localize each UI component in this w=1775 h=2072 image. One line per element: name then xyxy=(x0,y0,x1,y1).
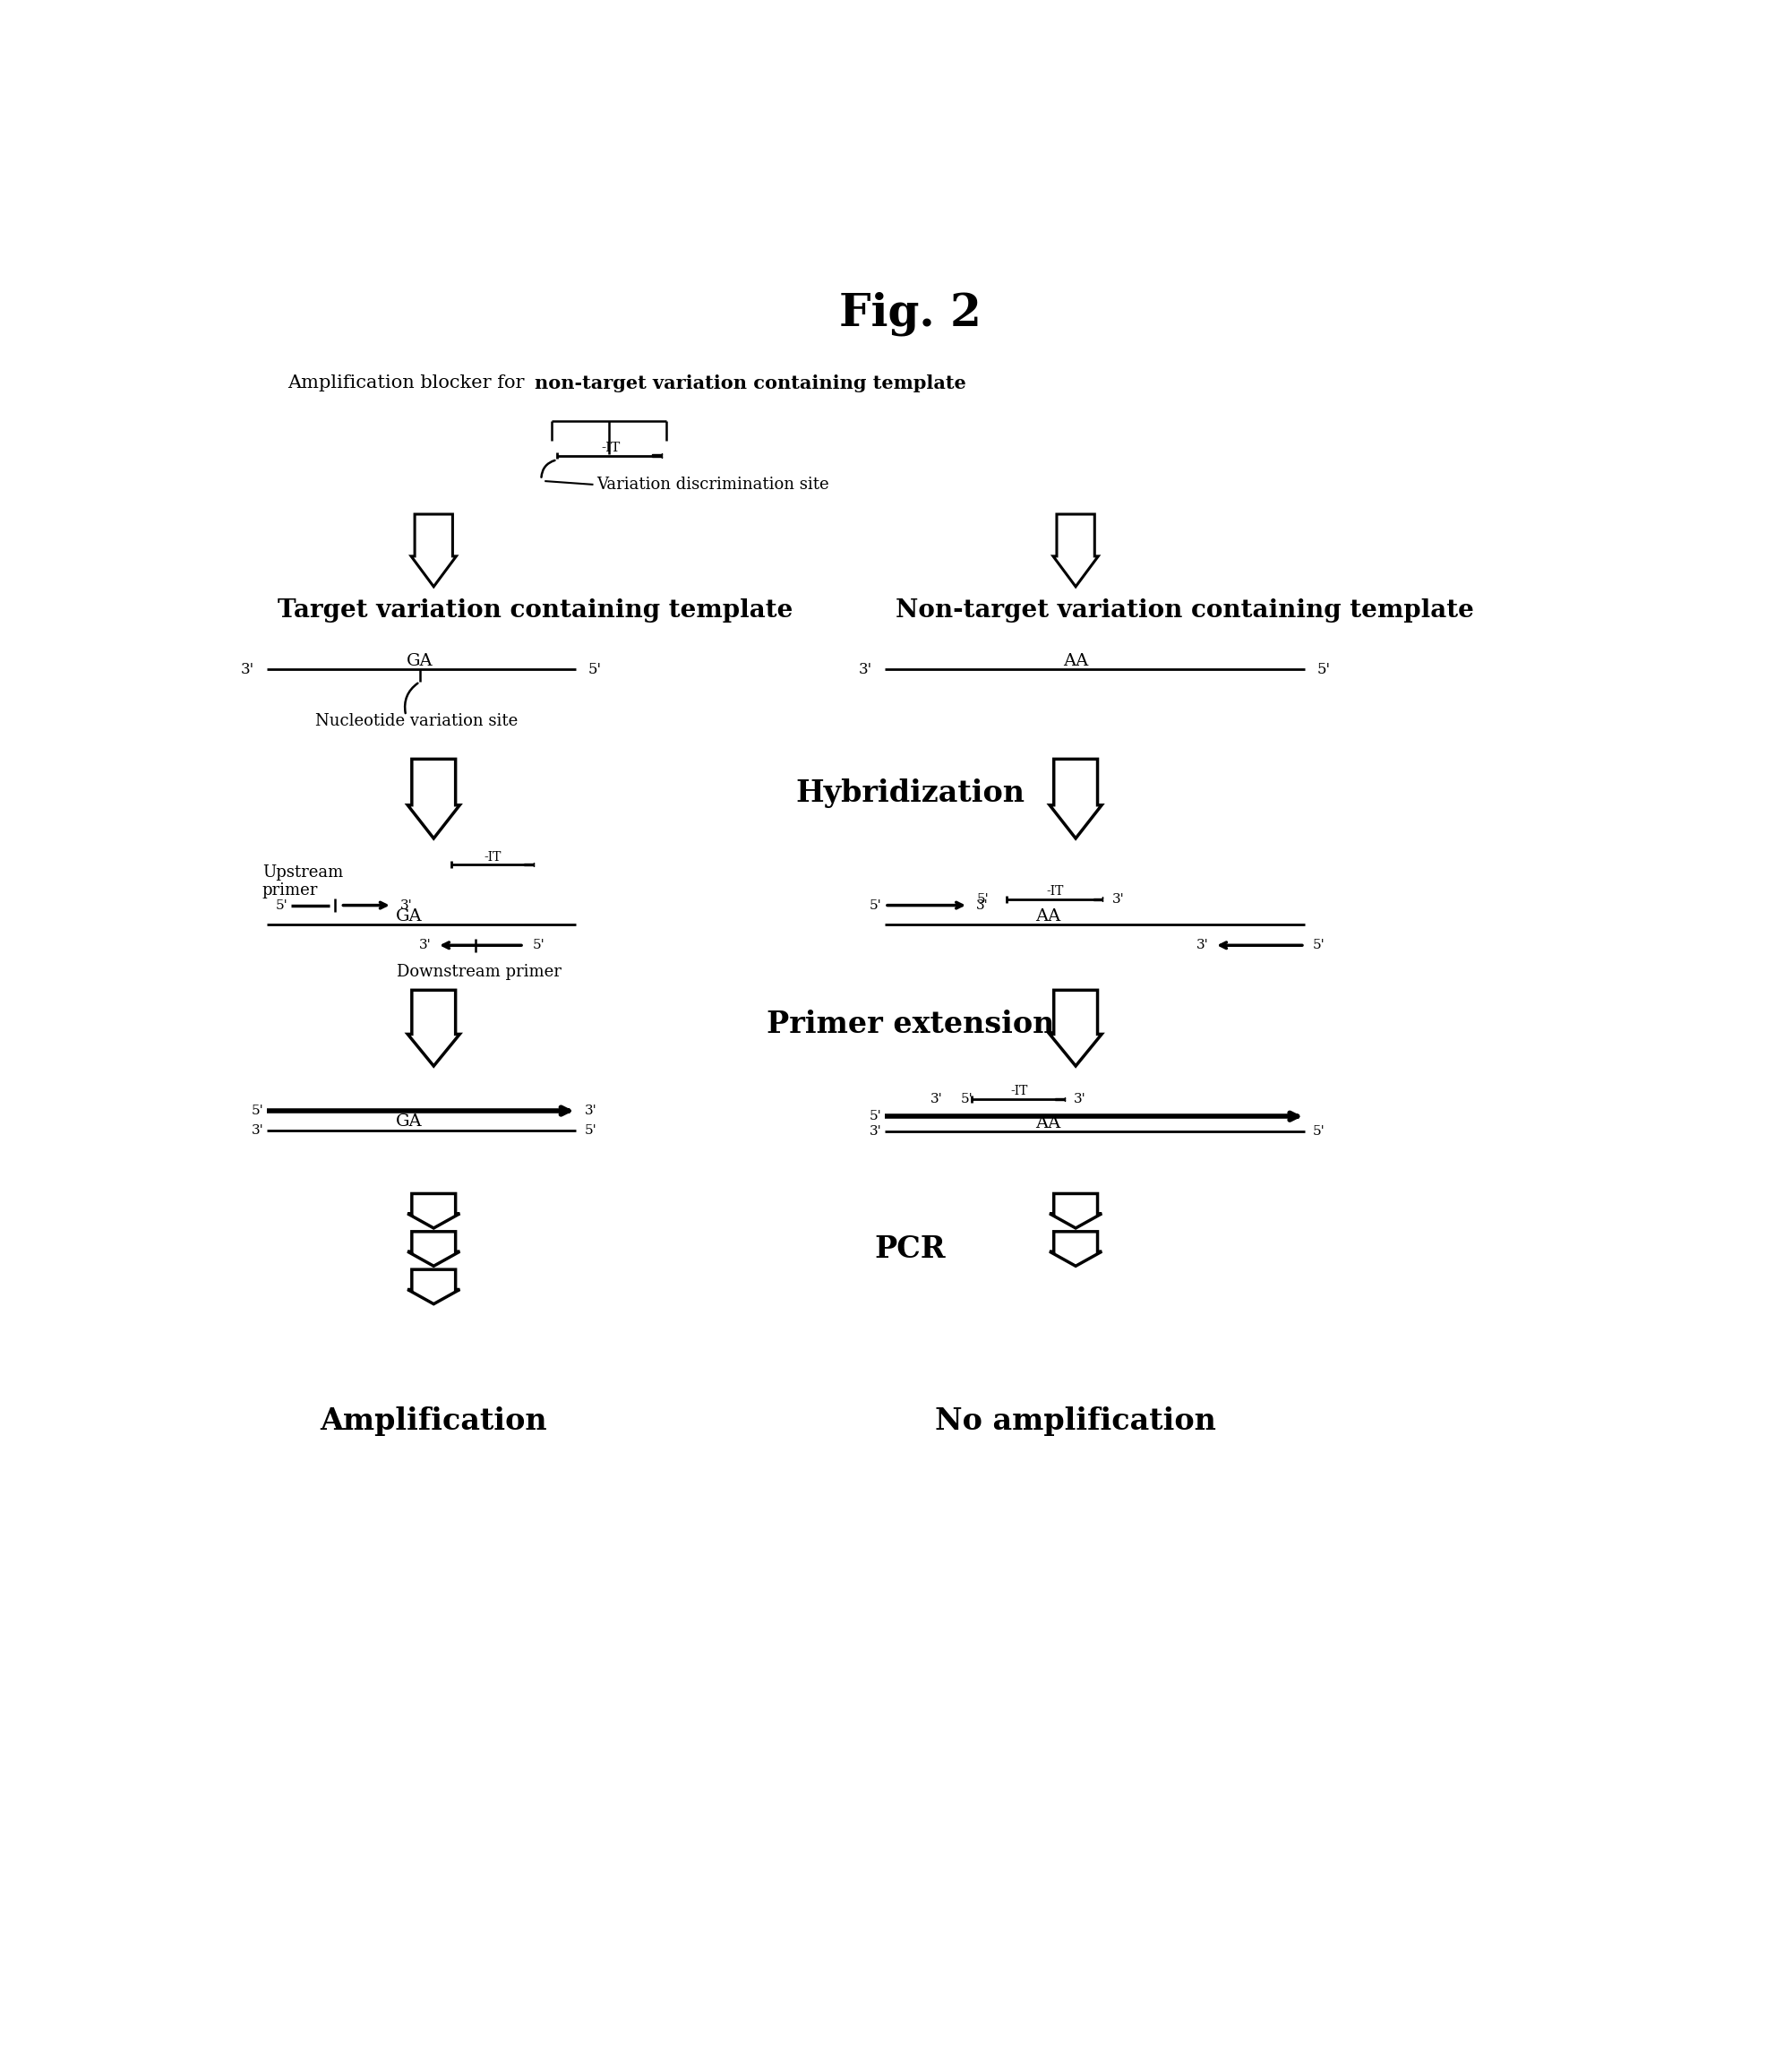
Text: 3': 3' xyxy=(241,661,254,678)
Text: 3': 3' xyxy=(399,899,412,912)
Text: 5': 5' xyxy=(532,939,545,951)
Text: 3': 3' xyxy=(976,899,989,912)
Polygon shape xyxy=(1049,758,1100,839)
Text: 3': 3' xyxy=(868,1125,880,1138)
Text: 5': 5' xyxy=(868,1111,880,1123)
Text: Amplification: Amplification xyxy=(320,1407,547,1436)
Polygon shape xyxy=(408,990,460,1065)
Polygon shape xyxy=(1053,514,1097,586)
Text: 5': 5' xyxy=(1317,661,1329,678)
Polygon shape xyxy=(408,1270,460,1303)
Text: 3': 3' xyxy=(419,939,431,951)
Text: 5': 5' xyxy=(868,899,880,912)
Text: 3': 3' xyxy=(859,661,872,678)
Text: -IT: -IT xyxy=(1010,1086,1028,1098)
Text: 3': 3' xyxy=(1074,1092,1085,1104)
FancyArrow shape xyxy=(1054,1096,1063,1100)
Text: 5': 5' xyxy=(1312,1125,1324,1138)
Text: 3': 3' xyxy=(252,1123,263,1135)
Text: GA: GA xyxy=(396,1115,422,1129)
Text: Primer extension: Primer extension xyxy=(767,1009,1054,1040)
Text: AA: AA xyxy=(1035,908,1060,924)
Text: primer: primer xyxy=(263,883,318,897)
Text: Variation discrimination site: Variation discrimination site xyxy=(596,477,829,493)
Text: GA: GA xyxy=(396,908,422,924)
Text: 3': 3' xyxy=(1111,893,1124,905)
Polygon shape xyxy=(1049,1231,1100,1266)
Text: -IT: -IT xyxy=(1045,885,1063,897)
Text: AA: AA xyxy=(1063,653,1088,669)
Text: Amplification blocker for non-target variation containing template: Amplification blocker for non-target var… xyxy=(288,375,918,392)
Text: No amplification: No amplification xyxy=(935,1407,1216,1436)
Text: Nucleotide variation site: Nucleotide variation site xyxy=(316,713,518,729)
Text: 5': 5' xyxy=(960,1092,973,1104)
Text: 3': 3' xyxy=(584,1104,596,1117)
Text: AA: AA xyxy=(1035,1115,1060,1131)
Text: Amplification blocker for: Amplification blocker for xyxy=(288,375,531,392)
Text: non-target variation containing template: non-target variation containing template xyxy=(534,375,966,392)
Polygon shape xyxy=(408,1231,460,1266)
Text: Upstream: Upstream xyxy=(263,864,343,881)
Polygon shape xyxy=(410,514,456,586)
FancyArrow shape xyxy=(1092,897,1102,901)
Text: Hybridization: Hybridization xyxy=(795,779,1024,808)
Text: 3': 3' xyxy=(930,1092,943,1104)
Polygon shape xyxy=(408,1193,460,1229)
Text: 5': 5' xyxy=(275,899,288,912)
Polygon shape xyxy=(1049,1193,1100,1229)
Text: 5': 5' xyxy=(588,661,602,678)
Text: 5': 5' xyxy=(584,1123,596,1135)
Text: Downstream primer: Downstream primer xyxy=(396,963,561,980)
Text: Non-target variation containing template: Non-target variation containing template xyxy=(895,599,1473,624)
Text: 3': 3' xyxy=(1196,939,1209,951)
Text: 5': 5' xyxy=(1312,939,1324,951)
Polygon shape xyxy=(1049,990,1100,1065)
Text: Fig. 2: Fig. 2 xyxy=(838,292,982,336)
FancyArrow shape xyxy=(651,454,662,458)
Polygon shape xyxy=(408,758,460,839)
Text: -IT: -IT xyxy=(602,441,619,454)
Text: 5': 5' xyxy=(976,893,989,905)
Text: -IT: -IT xyxy=(485,852,502,864)
Text: PCR: PCR xyxy=(875,1235,946,1264)
Text: GA: GA xyxy=(406,653,433,669)
Text: Target variation containing template: Target variation containing template xyxy=(277,599,792,624)
Text: 5': 5' xyxy=(252,1104,263,1117)
FancyArrow shape xyxy=(524,862,532,866)
